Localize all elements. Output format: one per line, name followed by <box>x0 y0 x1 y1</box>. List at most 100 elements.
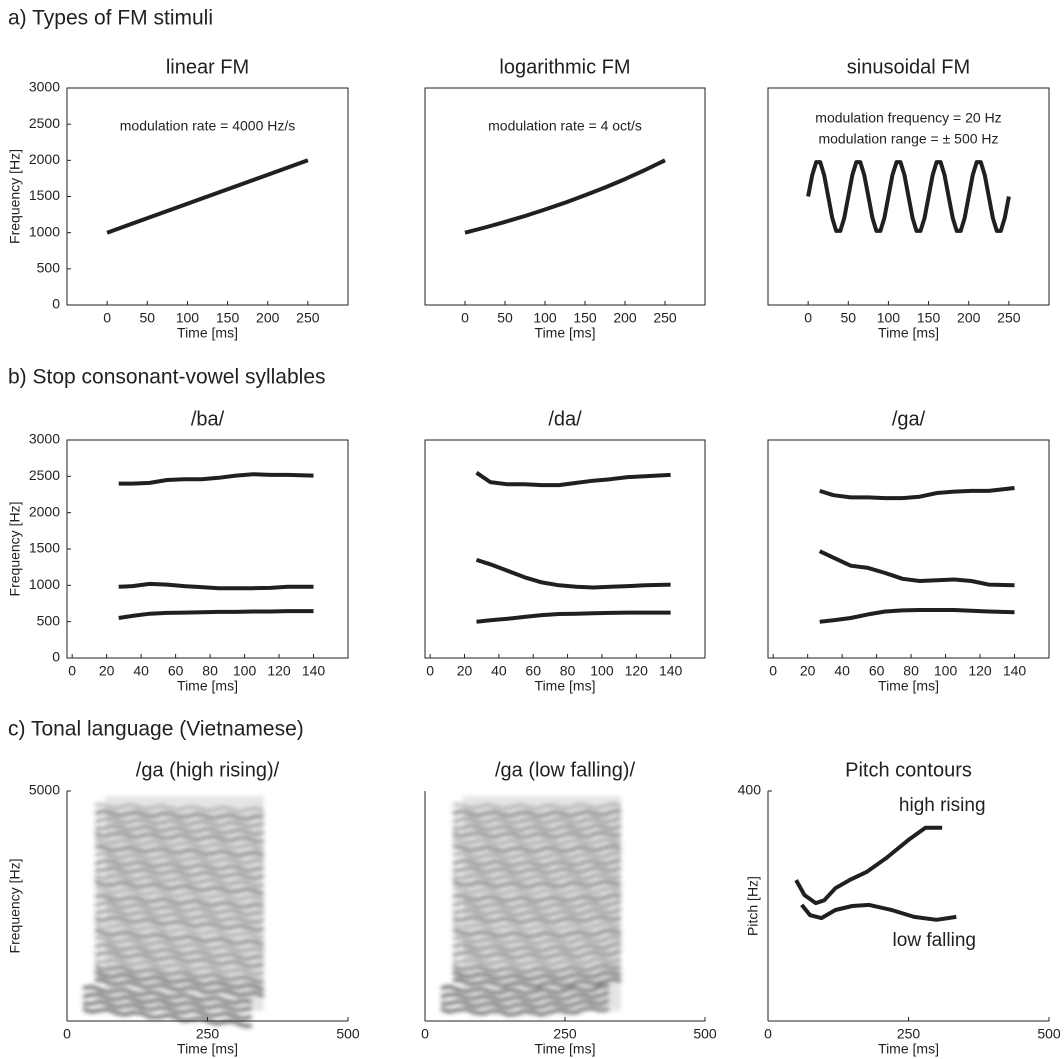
y-tick-label: 2500 <box>29 115 60 131</box>
y-tick-label: 1000 <box>29 223 60 239</box>
line-series <box>819 608 1015 624</box>
x-tick-label: 140 <box>302 663 326 679</box>
section-title: b) Stop consonant-vowel syllables <box>8 366 326 389</box>
plot-frame <box>767 87 1050 306</box>
line-series <box>118 581 314 591</box>
y-axis-label: Frequency [Hz] <box>7 859 23 954</box>
x-tick-label: 0 <box>63 1026 71 1042</box>
chart-title: Pitch contours <box>845 759 972 781</box>
x-tick-label: 250 <box>296 310 320 326</box>
x-axis-label: Time [ms] <box>878 678 939 694</box>
annotation: modulation range = ± 500 Hz <box>818 131 998 147</box>
chart-title: logarithmic FM <box>499 56 630 78</box>
plot-frame <box>767 439 1050 659</box>
x-tick-label: 120 <box>968 663 992 679</box>
x-axis-label: Time [ms] <box>878 1041 939 1057</box>
x-axis-label: Time [ms] <box>177 1041 238 1057</box>
x-tick-label: 40 <box>133 663 149 679</box>
x-tick-label: 200 <box>613 310 637 326</box>
x-tick-label: 140 <box>659 663 683 679</box>
y-tick-label: 5000 <box>29 782 60 798</box>
x-axis-label: Time [ms] <box>878 325 939 341</box>
spectrogram-image <box>82 796 265 1028</box>
panel: linear FM0 50 100 150 200 2500500100015002000… <box>7 56 349 341</box>
x-tick-label: 200 <box>256 310 280 326</box>
x-tick-label: 40 <box>491 663 507 679</box>
y-tick-label: 500 <box>37 260 61 276</box>
line-series <box>118 472 314 486</box>
plot-frame <box>424 439 706 659</box>
series-label: high rising <box>899 795 986 816</box>
x-tick-label: 250 <box>653 310 677 326</box>
x-tick-label: 200 <box>957 310 981 326</box>
panel: /da/0 20 40 60 80 100 120 140 Time [ms] <box>424 408 706 694</box>
x-tick-label: 100 <box>877 310 901 326</box>
x-tick-label: 120 <box>267 663 291 679</box>
x-tick-label: 100 <box>176 310 200 326</box>
y-tick-label: 1500 <box>29 540 60 556</box>
annotation: modulation frequency = 20 Hz <box>815 110 1001 126</box>
line-series <box>794 825 943 906</box>
line-series <box>106 158 309 235</box>
x-tick-label: 500 <box>693 1026 717 1042</box>
x-axis-label: Time [ms] <box>535 325 596 341</box>
y-axis-label: Frequency [Hz] <box>7 502 23 597</box>
x-tick-label: 250 <box>196 1026 220 1042</box>
x-tick-label: 50 <box>497 310 513 326</box>
x-tick-label: 100 <box>233 663 257 679</box>
line-series <box>800 902 957 922</box>
line-series <box>118 609 314 620</box>
panel: /ga (high rising)/ 0 250 500 5000 Time [ms] Fr… <box>7 759 360 1056</box>
annotation: modulation rate = 4000 Hz/s <box>120 118 296 134</box>
x-axis-label: Time [ms] <box>535 678 596 694</box>
x-tick-label: 0 <box>769 663 777 679</box>
x-tick-label: 250 <box>997 310 1021 326</box>
y-tick-label: 1000 <box>29 576 60 592</box>
panel: /ba/0 20 40 60 80 100 120 140 0 500 1000 1500 2000 25… <box>7 408 349 694</box>
line-series <box>475 471 671 488</box>
x-tick-label: 0 <box>421 1026 429 1042</box>
chart-title: /da/ <box>548 408 582 430</box>
plot-frame <box>424 87 706 306</box>
chart-title: linear FM <box>166 56 249 78</box>
chart-title: /ga/ <box>892 408 926 430</box>
spectrogram-image <box>440 796 622 1017</box>
y-tick-label: 3000 <box>29 79 60 95</box>
x-tick-label: 50 <box>840 310 856 326</box>
x-tick-label: 150 <box>216 310 240 326</box>
plot-frame <box>66 439 349 659</box>
panel: logarithmic FM 0 50 100 150 200 250 Time [ms] mo… <box>424 56 706 341</box>
y-axis-label: Pitch [Hz] <box>745 876 761 936</box>
y-tick-label: 2000 <box>29 503 60 519</box>
x-tick-label: 20 <box>800 663 816 679</box>
panel: Pitch contours 0 250 500 400 Time [ms] Pitch [… <box>738 759 1061 1056</box>
chart-title: /ba/ <box>191 408 225 430</box>
panel: /ga (low falling)/ 0 250 500 Time [ms] <box>421 759 717 1056</box>
x-tick-label: 0 <box>764 1026 772 1042</box>
series-label: low falling <box>893 930 976 951</box>
section-title: c) Tonal language (Vietnamese) <box>8 718 304 741</box>
y-axis-label: Frequency [Hz] <box>7 149 23 244</box>
y-tick-label: 500 <box>37 612 61 628</box>
y-tick-label: 3000 <box>29 431 60 447</box>
x-tick-label: 250 <box>897 1026 921 1042</box>
x-tick-label: 80 <box>560 663 576 679</box>
x-tick-label: 60 <box>525 663 541 679</box>
x-tick-label: 100 <box>533 310 557 326</box>
x-tick-label: 500 <box>1037 1026 1061 1042</box>
y-tick-label: 0 <box>52 296 60 312</box>
x-tick-label: 80 <box>903 663 919 679</box>
x-tick-label: 80 <box>202 663 218 679</box>
x-tick-label: 0 <box>804 310 812 326</box>
x-tick-label: 0 <box>103 310 111 326</box>
x-tick-label: 20 <box>99 663 115 679</box>
x-tick-label: 500 <box>336 1026 360 1042</box>
x-tick-label: 120 <box>625 663 649 679</box>
y-tick-label: 1500 <box>29 187 60 203</box>
x-tick-label: 60 <box>168 663 184 679</box>
x-tick-label: 150 <box>573 310 597 326</box>
x-tick-label: 150 <box>917 310 941 326</box>
y-tick-label: 0 <box>52 649 60 665</box>
spectrogram-haze <box>463 796 621 1011</box>
y-tick-label: 400 <box>738 782 762 798</box>
